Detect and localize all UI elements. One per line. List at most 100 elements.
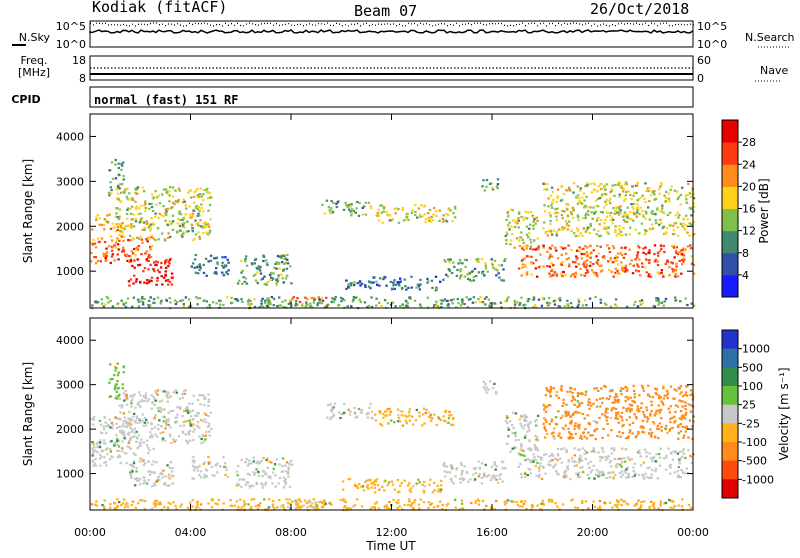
range-cell <box>452 261 455 264</box>
range-cell <box>679 423 682 426</box>
velocity-colorbar-tick-label: 100 <box>742 380 763 393</box>
range-cell <box>246 464 250 467</box>
range-cell <box>187 430 191 433</box>
nsearch-dots <box>90 22 694 27</box>
range-cell <box>495 185 499 188</box>
range-cell <box>224 256 227 259</box>
range-cell <box>119 225 123 228</box>
range-cell <box>408 408 411 411</box>
range-cell <box>367 412 370 415</box>
range-cell <box>581 393 584 396</box>
range-cell <box>517 226 520 229</box>
range-cell <box>589 256 592 259</box>
range-cell <box>176 200 180 203</box>
range-cell <box>633 474 636 477</box>
range-cell <box>542 227 545 230</box>
range-cell <box>370 305 374 308</box>
range-cell <box>368 479 372 482</box>
range-cell <box>284 478 287 481</box>
range-cell <box>115 427 119 430</box>
range-cell <box>210 465 214 468</box>
range-cell <box>254 505 258 508</box>
range-cell <box>575 249 579 252</box>
range-cell <box>310 296 313 300</box>
range-cell <box>150 235 153 239</box>
range-cell <box>432 506 436 509</box>
range-cell <box>97 240 101 244</box>
range-cell <box>181 299 185 302</box>
range-cell <box>404 419 408 422</box>
range-cell <box>144 200 147 203</box>
range-cell <box>637 265 640 268</box>
range-cell <box>648 218 651 221</box>
range-cell <box>331 407 334 410</box>
range-cell <box>124 253 127 256</box>
range-cell <box>222 273 226 276</box>
range-cell <box>653 414 656 417</box>
range-cell <box>164 475 167 478</box>
range-cell <box>427 501 430 504</box>
range-cell <box>579 437 582 440</box>
range-cell <box>458 258 462 261</box>
range-cell <box>329 212 332 215</box>
range-cell <box>269 475 272 478</box>
range-cell <box>650 211 653 214</box>
range-cell <box>658 188 661 191</box>
range-cell <box>677 432 681 435</box>
range-cell <box>546 265 549 268</box>
range-cell <box>146 279 149 282</box>
range-cell <box>497 474 501 477</box>
range-cell <box>533 218 536 221</box>
range-cell <box>270 295 273 299</box>
range-cell <box>686 303 689 307</box>
range-cell <box>481 185 484 188</box>
nsearch-label: N.Search <box>745 31 795 44</box>
range-cell <box>192 195 196 198</box>
range-cell <box>131 395 135 398</box>
range-cell <box>295 507 298 510</box>
range-cell <box>278 255 281 258</box>
range-cell <box>520 231 523 234</box>
range-cell <box>193 258 197 261</box>
range-cell <box>674 268 677 271</box>
range-cell <box>436 490 440 493</box>
range-cell <box>681 258 684 261</box>
range-cell <box>655 453 658 456</box>
range-cell <box>385 284 388 287</box>
range-cell <box>178 210 181 213</box>
range-cell <box>521 247 524 250</box>
range-cell <box>560 461 563 464</box>
range-cell <box>682 257 685 260</box>
range-cell <box>588 297 592 300</box>
range-cell <box>597 470 600 473</box>
range-cell <box>295 499 298 502</box>
range-cell <box>144 395 147 398</box>
range-cell <box>398 420 402 423</box>
range-cell <box>275 458 279 461</box>
range-cell <box>681 225 684 228</box>
range-cell <box>613 212 616 215</box>
range-cell <box>163 483 166 486</box>
range-cell <box>673 221 676 225</box>
range-cell <box>581 203 584 206</box>
range-cell <box>622 267 625 270</box>
range-cell <box>542 246 545 249</box>
range-cell <box>420 204 423 207</box>
range-cell <box>153 416 157 419</box>
range-cell <box>269 278 272 281</box>
range-cell <box>239 259 243 262</box>
range-cell <box>316 504 319 507</box>
range-cell <box>173 299 177 302</box>
range-cell <box>261 475 264 478</box>
y-tick-label: 2000 <box>56 220 84 233</box>
range-cell <box>158 501 161 504</box>
range-cell <box>423 213 426 216</box>
range-cell <box>368 406 371 409</box>
range-cell <box>90 417 94 421</box>
range-cell <box>164 279 168 282</box>
range-cell <box>605 215 609 218</box>
range-cell <box>637 244 640 247</box>
range-cell <box>114 230 118 233</box>
range-cell <box>544 182 547 185</box>
range-cell <box>109 363 112 366</box>
